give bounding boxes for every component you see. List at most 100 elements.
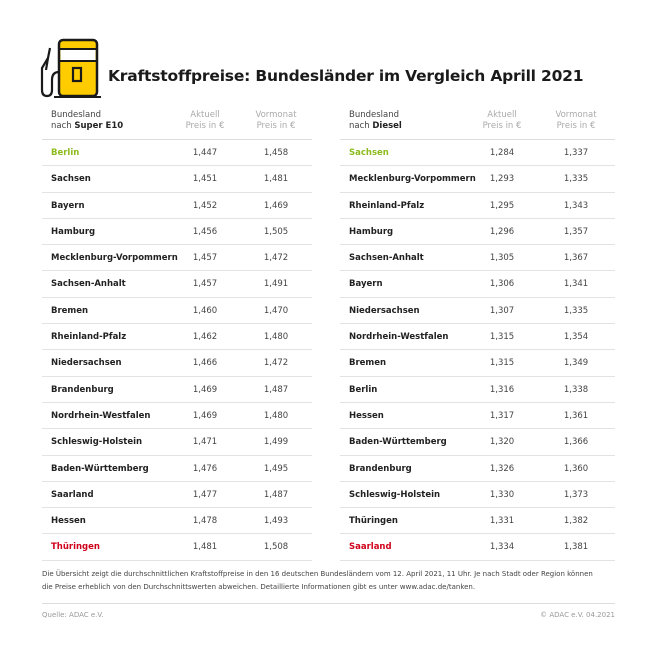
current-price: 1,330 (489, 489, 515, 500)
state-name: Sachsen-Anhalt (51, 279, 126, 290)
table-row: Schleswig-Holstein 1,471 1,499 (42, 429, 312, 456)
current-price: 1,469 (192, 384, 218, 395)
current-price: 1,477 (192, 489, 218, 500)
current-price: 1,295 (489, 200, 515, 211)
diesel-table: Bundesland nach Diesel Aktuell Preis in € Vo… (340, 110, 615, 561)
table-row: Schleswig-Holstein 1,330 1,373 (340, 482, 615, 509)
current-price: 1,466 (192, 358, 218, 369)
state-name: Bayern (349, 279, 383, 290)
table-row: Hessen 1,478 1,493 (42, 508, 312, 535)
table-header: Bundesland nach Super E10 Aktuell Preis in … (42, 110, 312, 140)
header-vormonat-line1: Vormonat (255, 110, 297, 120)
copyright-label: © ADAC e.V. 04.2021 (540, 611, 615, 619)
previous-price: 1,341 (563, 279, 589, 290)
table-row: Baden-Württemberg 1,476 1,495 (42, 456, 312, 482)
header-aktuell-line2: Preis in € (482, 121, 522, 131)
super-e10-table: Bundesland nach Super E10 Aktuell Preis in … (42, 110, 312, 561)
previous-price: 1,361 (563, 410, 589, 421)
state-name: Sachsen (51, 174, 91, 185)
table-row: Sachsen-Anhalt 1,305 1,367 (340, 245, 615, 272)
page-title: Kraftstoffpreise: Bundesländer im Vergle… (108, 67, 584, 85)
previous-price: 1,480 (263, 410, 289, 421)
current-price: 1,478 (192, 516, 218, 527)
previous-price: 1,481 (263, 174, 289, 185)
current-price: 1,307 (489, 305, 515, 316)
current-price: 1,447 (192, 148, 218, 158)
previous-price: 1,458 (263, 148, 289, 158)
current-price: 1,457 (192, 253, 218, 264)
state-name: Brandenburg (349, 463, 412, 474)
state-name: Berlin (349, 384, 378, 395)
table-row: Mecklenburg-Vorpommern 1,293 1,335 (340, 166, 615, 193)
state-name: Thüringen (349, 516, 398, 527)
current-price: 1,326 (489, 463, 515, 474)
state-name: Sachsen-Anhalt (349, 253, 424, 264)
state-name: Niedersachsen (349, 305, 420, 316)
table-row: Bremen 1,460 1,470 (42, 298, 312, 325)
current-price: 1,457 (192, 279, 218, 290)
state-name: Mecklenburg-Vorpommern (349, 174, 476, 185)
previous-price: 1,470 (263, 305, 289, 316)
fuel-pump-icon (38, 38, 102, 100)
previous-price: 1,480 (263, 332, 289, 343)
previous-price: 1,499 (263, 437, 289, 448)
table-row: Berlin 1,447 1,458 (42, 140, 312, 167)
current-price: 1,481 (192, 542, 218, 553)
header-name-line1: Bundesland (51, 110, 102, 120)
current-price: 1,452 (192, 200, 218, 211)
table-row: Bremen 1,315 1,349 (340, 350, 615, 377)
previous-price: 1,354 (563, 332, 589, 343)
state-name: Hessen (51, 516, 86, 527)
current-price: 1,315 (489, 332, 515, 343)
state-name: Thüringen (51, 542, 100, 553)
state-name: Hamburg (51, 226, 96, 237)
current-price: 1,456 (192, 226, 218, 237)
header-vormonat-line2: Preis in € (556, 121, 596, 131)
previous-price: 1,357 (563, 226, 589, 237)
state-name: Hamburg (349, 226, 394, 237)
state-name: Hessen (349, 410, 384, 421)
state-name: Niedersachsen (51, 358, 122, 369)
previous-price: 1,493 (263, 516, 289, 527)
current-price: 1,320 (489, 437, 515, 448)
state-name: Bayern (51, 200, 85, 211)
table-row: Brandenburg 1,469 1,487 (42, 377, 312, 403)
table-row: Saarland 1,334 1,381 (340, 534, 615, 561)
header-vormonat-line2: Preis in € (256, 121, 296, 131)
header-bundesland: Bundesland nach Super E10 (51, 110, 123, 132)
header-bundesland: Bundesland nach Diesel (349, 110, 402, 132)
current-price: 1,334 (489, 542, 515, 553)
table-row: Nordrhein-Westfalen 1,469 1,480 (42, 403, 312, 430)
current-price: 1,471 (192, 437, 218, 448)
current-price: 1,316 (489, 384, 515, 395)
table-row: Thüringen 1,481 1,508 (42, 534, 312, 561)
current-price: 1,317 (489, 410, 515, 421)
state-name: Baden-Württemberg (51, 463, 149, 474)
source-label: Quelle: ADAC e.V. (42, 611, 104, 619)
current-price: 1,284 (489, 148, 515, 158)
header-fuel-type: Diesel (372, 121, 402, 131)
previous-price: 1,373 (563, 489, 589, 500)
header-name-prefix: nach (51, 121, 72, 131)
state-name: Bremen (349, 358, 387, 369)
footer-divider (42, 603, 615, 604)
current-price: 1,460 (192, 305, 218, 316)
current-price: 1,451 (192, 174, 218, 185)
current-price: 1,315 (489, 358, 515, 369)
header-aktuell-line1: Aktuell (487, 110, 517, 120)
state-name: Rheinland-Pfalz (349, 200, 425, 211)
previous-price: 1,505 (263, 226, 289, 237)
state-name: Mecklenburg-Vorpommern (51, 253, 178, 264)
table-header: Bundesland nach Diesel Aktuell Preis in € Vo… (340, 110, 615, 140)
previous-price: 1,366 (563, 437, 589, 448)
previous-price: 1,360 (563, 463, 589, 474)
previous-price: 1,495 (263, 463, 289, 474)
table-row: Rheinland-Pfalz 1,295 1,343 (340, 193, 615, 219)
header-vormonat: Vormonat Preis in € (541, 110, 611, 132)
header-aktuell-line2: Preis in € (185, 121, 225, 131)
state-name: Saarland (349, 542, 392, 553)
current-price: 1,331 (489, 516, 515, 527)
state-name: Schleswig-Holstein (349, 489, 441, 500)
header-aktuell-line1: Aktuell (190, 110, 220, 120)
current-price: 1,305 (489, 253, 515, 264)
